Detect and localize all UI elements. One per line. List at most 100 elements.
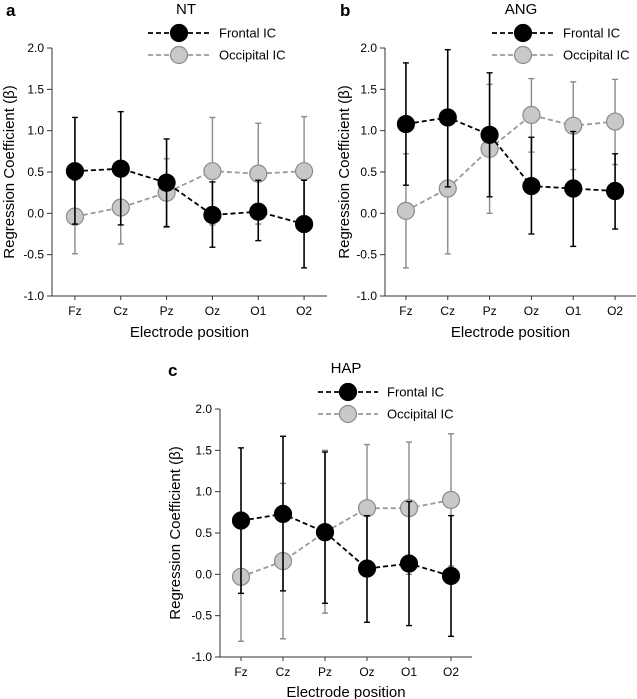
data-point bbox=[399, 554, 419, 573]
series-frontal-ic bbox=[396, 48, 625, 248]
x-tick-label: Pz bbox=[318, 665, 332, 679]
y-tick-label: 1.0 bbox=[360, 124, 377, 138]
data-point bbox=[203, 162, 222, 181]
y-axis-title: Regression Coefficient (β) bbox=[336, 85, 353, 258]
panel-title: NT bbox=[176, 1, 196, 18]
data-point bbox=[357, 499, 377, 518]
series-line bbox=[74, 170, 305, 218]
x-tick-label: Oz bbox=[359, 665, 374, 679]
x-axis-title: Electrode position bbox=[451, 324, 570, 341]
legend: Frontal IC Occipital IC bbox=[148, 23, 285, 65]
chart-panel-b: b ANG -1.0 -0.5 0.0 0.5 1.0 1.5 2.0 Fz Cz Pz Oz O1 O2 E… bbox=[336, 1, 636, 341]
legend-marker bbox=[513, 45, 533, 65]
data-point bbox=[480, 125, 499, 144]
panel-title: ANG bbox=[505, 1, 538, 18]
legend-marker bbox=[169, 23, 189, 43]
legend-label: Frontal IC bbox=[387, 385, 444, 400]
panel-title: HAP bbox=[331, 360, 362, 377]
legend-marker bbox=[169, 45, 189, 65]
data-point bbox=[605, 181, 625, 201]
series-line bbox=[405, 113, 616, 212]
data-point bbox=[273, 504, 293, 524]
x-tick-label: O2 bbox=[443, 665, 459, 679]
data-point bbox=[315, 523, 335, 542]
x-axis-title: Electrode position bbox=[286, 684, 405, 699]
x-tick-label: Cz bbox=[440, 304, 455, 318]
data-point bbox=[522, 176, 541, 196]
data-point bbox=[441, 566, 461, 586]
legend-marker bbox=[513, 23, 533, 43]
y-tick-label: 2.0 bbox=[195, 402, 212, 416]
legend-label: Occipital IC bbox=[387, 407, 453, 422]
y-tick-label: 0.5 bbox=[27, 165, 44, 179]
data-point bbox=[294, 214, 314, 234]
legend-marker bbox=[338, 404, 358, 424]
x-tick-label: Pz bbox=[483, 304, 497, 318]
legend-label: Occipital IC bbox=[219, 48, 285, 63]
y-tick-label: 1.0 bbox=[195, 485, 212, 499]
x-tick-label: O1 bbox=[250, 304, 266, 318]
x-tick-label: Pz bbox=[160, 304, 174, 318]
legend-label: Occipital IC bbox=[563, 48, 629, 63]
chart-panel-a: a NT -1.0 -0.5 0.0 0.5 1.0 1.5 2.0 Fz Cz Pz Oz O1 O2 El… bbox=[1, 1, 327, 341]
panel-letter: b bbox=[340, 1, 350, 20]
series-line bbox=[240, 499, 452, 578]
data-point bbox=[231, 511, 251, 530]
y-tick-label: 0.0 bbox=[195, 567, 212, 581]
y-tick-label: -1.0 bbox=[191, 650, 212, 664]
y-tick-label: -0.5 bbox=[356, 248, 377, 262]
y-tick-label: 1.0 bbox=[27, 124, 44, 138]
y-tick-label: -0.5 bbox=[191, 609, 212, 623]
x-tick-label: Fz bbox=[399, 304, 412, 318]
data-point bbox=[65, 162, 85, 181]
x-tick-label: O1 bbox=[565, 304, 581, 318]
data-point bbox=[203, 205, 222, 225]
y-tick-label: 0.5 bbox=[195, 526, 212, 540]
series-line bbox=[240, 513, 452, 577]
x-tick-label: O2 bbox=[607, 304, 623, 318]
data-point bbox=[111, 159, 130, 178]
y-tick-label: 1.5 bbox=[27, 82, 44, 96]
x-tick-label: Fz bbox=[234, 665, 247, 679]
x-tick-label: O2 bbox=[296, 304, 312, 318]
y-axis-title: Regression Coefficient (β) bbox=[167, 446, 184, 619]
x-tick-label: Oz bbox=[205, 304, 220, 318]
series-line bbox=[74, 167, 305, 225]
series-frontal-ic bbox=[231, 435, 461, 638]
data-point bbox=[294, 162, 314, 181]
data-point bbox=[441, 490, 461, 510]
x-tick-label: Oz bbox=[524, 304, 539, 318]
y-axis-title: Regression Coefficient (β) bbox=[1, 85, 18, 258]
data-point bbox=[157, 173, 176, 192]
series-occipital-ic bbox=[396, 77, 625, 269]
series-occipital-ic bbox=[231, 433, 461, 642]
series-line bbox=[405, 116, 616, 192]
legend-label: Frontal IC bbox=[563, 26, 620, 41]
y-tick-label: 1.5 bbox=[360, 82, 377, 96]
data-point bbox=[522, 105, 541, 125]
data-point bbox=[396, 201, 416, 220]
data-point bbox=[438, 108, 457, 127]
x-tick-label: Fz bbox=[68, 304, 81, 318]
y-tick-label: 0.0 bbox=[360, 206, 377, 220]
chart-panel-c: c HAP -1.0 -0.5 0.0 0.5 1.0 1.5 2.0 Fz Cz Pz Oz O1 O2 E… bbox=[167, 360, 472, 699]
series-frontal-ic bbox=[65, 110, 314, 269]
x-tick-label: Cz bbox=[113, 304, 128, 318]
panel-letter: c bbox=[168, 361, 177, 380]
data-point bbox=[357, 559, 377, 578]
data-point bbox=[249, 202, 268, 221]
y-tick-label: -1.0 bbox=[23, 289, 44, 303]
legend: Frontal IC Occipital IC bbox=[492, 23, 629, 65]
x-tick-label: O1 bbox=[401, 665, 417, 679]
panel-letter: a bbox=[6, 1, 16, 20]
legend-label: Frontal IC bbox=[219, 26, 276, 41]
series-occipital-ic bbox=[65, 115, 314, 255]
y-tick-label: 1.5 bbox=[195, 443, 212, 457]
legend-marker bbox=[338, 382, 358, 402]
y-tick-label: 0.0 bbox=[27, 206, 44, 220]
data-point bbox=[605, 112, 625, 131]
legend: Frontal IC Occipital IC bbox=[318, 382, 453, 424]
data-point bbox=[396, 114, 416, 134]
y-tick-label: 0.5 bbox=[360, 165, 377, 179]
